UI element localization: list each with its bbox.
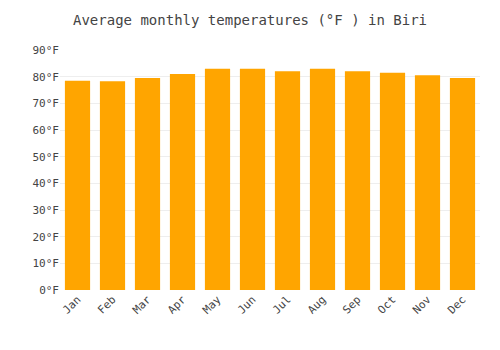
svg-text:20°F: 20°F — [33, 231, 60, 244]
svg-text:May: May — [200, 293, 224, 317]
svg-text:Average monthly temperatures (: Average monthly temperatures (°F ) in Bi… — [73, 12, 427, 28]
svg-text:30°F: 30°F — [33, 204, 60, 217]
svg-text:Nov: Nov — [410, 293, 434, 317]
svg-text:50°F: 50°F — [33, 151, 60, 164]
svg-text:10°F: 10°F — [33, 257, 60, 270]
svg-text:Feb: Feb — [95, 293, 118, 316]
svg-text:60°F: 60°F — [33, 124, 60, 137]
svg-text:Sep: Sep — [340, 293, 363, 316]
svg-text:80°F: 80°F — [33, 71, 60, 84]
svg-text:Oct: Oct — [375, 293, 398, 316]
svg-text:90°F: 90°F — [33, 44, 60, 57]
svg-text:Jul: Jul — [270, 293, 293, 316]
svg-text:40°F: 40°F — [33, 177, 60, 190]
svg-text:0°F: 0°F — [39, 284, 59, 297]
svg-text:70°F: 70°F — [33, 97, 60, 110]
svg-text:Jan: Jan — [60, 293, 83, 316]
svg-text:Dec: Dec — [445, 293, 468, 316]
svg-text:Jun: Jun — [235, 293, 258, 316]
svg-text:Aug: Aug — [305, 293, 328, 316]
svg-text:Mar: Mar — [130, 293, 154, 317]
svg-text:Apr: Apr — [165, 293, 189, 317]
